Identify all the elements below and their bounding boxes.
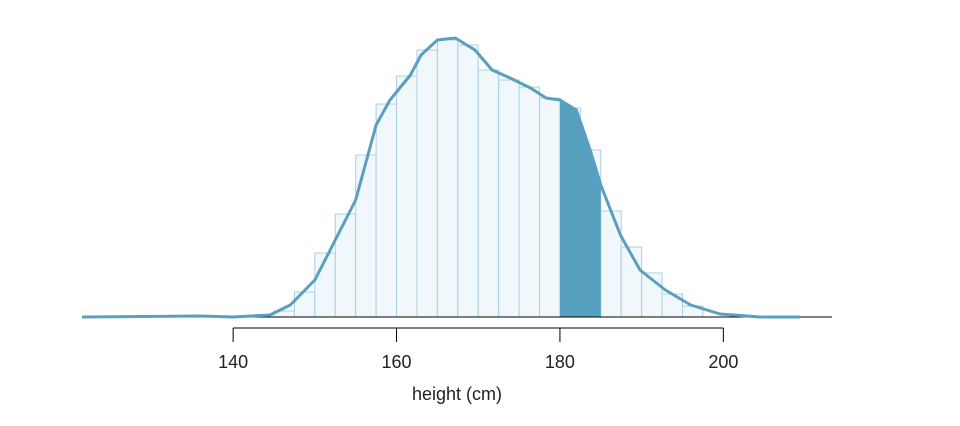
bar bbox=[498, 79, 520, 318]
bar bbox=[436, 39, 459, 318]
bar bbox=[355, 154, 377, 318]
bar bbox=[375, 103, 398, 318]
highlight-area bbox=[559, 100, 601, 317]
x-tick-label: 160 bbox=[382, 352, 412, 372]
x-axis-label: height (cm) bbox=[412, 384, 502, 404]
x-tick-label: 180 bbox=[545, 352, 575, 372]
bar bbox=[539, 97, 561, 318]
bar bbox=[334, 213, 357, 318]
x-tick-label: 200 bbox=[708, 352, 738, 372]
bar bbox=[457, 44, 479, 318]
bar bbox=[416, 49, 438, 318]
bar bbox=[477, 69, 500, 318]
bar bbox=[518, 86, 541, 318]
density-curve bbox=[81, 36, 801, 319]
x-tick-label: 140 bbox=[218, 352, 248, 372]
bar bbox=[396, 75, 418, 318]
